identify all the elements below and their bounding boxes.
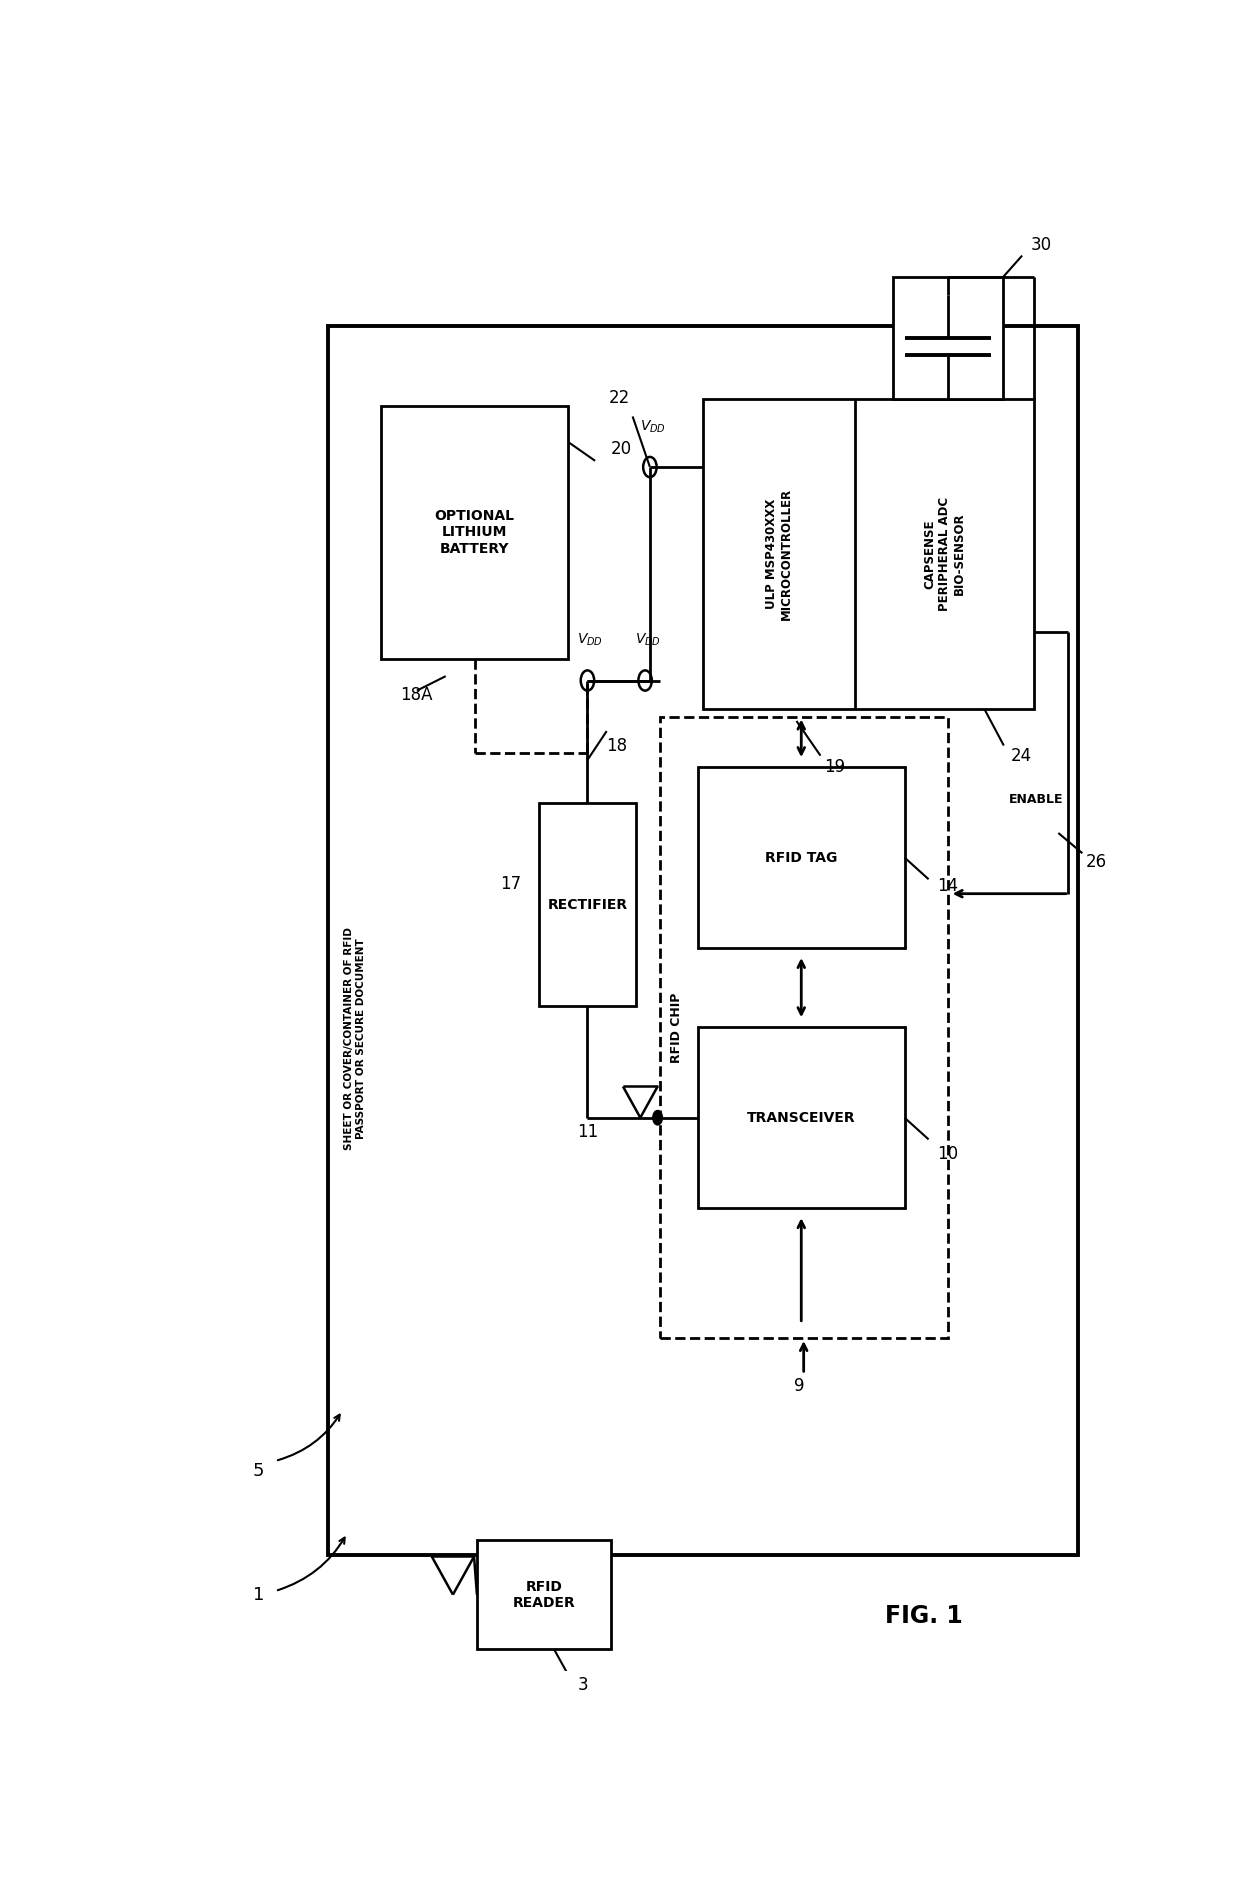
Text: 1: 1 — [253, 1586, 264, 1605]
FancyBboxPatch shape — [539, 803, 635, 1006]
Text: $V_{DD}$: $V_{DD}$ — [635, 633, 661, 648]
Text: FIG. 1: FIG. 1 — [885, 1603, 962, 1627]
Text: ENABLE: ENABLE — [1008, 794, 1063, 807]
Text: 24: 24 — [1011, 747, 1032, 764]
Text: 20: 20 — [610, 441, 631, 458]
Text: CAPSENSE
PERIPHERAL ADC
BIO-SENSOR: CAPSENSE PERIPHERAL ADC BIO-SENSOR — [924, 497, 966, 612]
FancyBboxPatch shape — [327, 327, 1078, 1554]
Text: 9: 9 — [794, 1378, 804, 1395]
Circle shape — [652, 1111, 662, 1124]
Text: RFID TAG: RFID TAG — [765, 850, 837, 865]
Text: SHEET OR COVER/CONTAINER OF RFID
PASSPORT OR SECURE DOCUMENT: SHEET OR COVER/CONTAINER OF RFID PASSPOR… — [343, 927, 366, 1151]
FancyBboxPatch shape — [660, 717, 947, 1338]
Text: RECTIFIER: RECTIFIER — [547, 897, 627, 912]
FancyBboxPatch shape — [698, 768, 904, 948]
Text: 17: 17 — [500, 875, 521, 893]
Text: TRANSCEIVER: TRANSCEIVER — [746, 1111, 856, 1124]
Text: 3: 3 — [578, 1676, 588, 1693]
Text: 18A: 18A — [401, 685, 433, 704]
Text: 11: 11 — [577, 1122, 598, 1141]
Text: 10: 10 — [937, 1145, 959, 1164]
FancyBboxPatch shape — [381, 405, 568, 659]
Text: 19: 19 — [825, 758, 846, 777]
Text: 5: 5 — [253, 1462, 264, 1481]
Text: OPTIONAL
LITHIUM
BATTERY: OPTIONAL LITHIUM BATTERY — [434, 509, 515, 556]
Text: ULP MSP430XXX
MICROCONTROLLER: ULP MSP430XXX MICROCONTROLLER — [765, 488, 794, 619]
Text: $V_{DD}$: $V_{DD}$ — [578, 633, 604, 648]
Text: 26: 26 — [1086, 852, 1107, 871]
Text: 18: 18 — [605, 736, 627, 755]
FancyBboxPatch shape — [703, 398, 1034, 710]
Text: RFID
READER: RFID READER — [513, 1580, 575, 1610]
Text: 22: 22 — [609, 389, 630, 407]
FancyBboxPatch shape — [477, 1541, 611, 1648]
FancyBboxPatch shape — [698, 1027, 904, 1209]
FancyBboxPatch shape — [893, 278, 1003, 398]
Text: $V_{DD}$: $V_{DD}$ — [640, 419, 666, 435]
Text: 14: 14 — [937, 877, 959, 895]
Text: 30: 30 — [1030, 237, 1052, 255]
Text: RFID CHIP: RFID CHIP — [671, 993, 683, 1062]
